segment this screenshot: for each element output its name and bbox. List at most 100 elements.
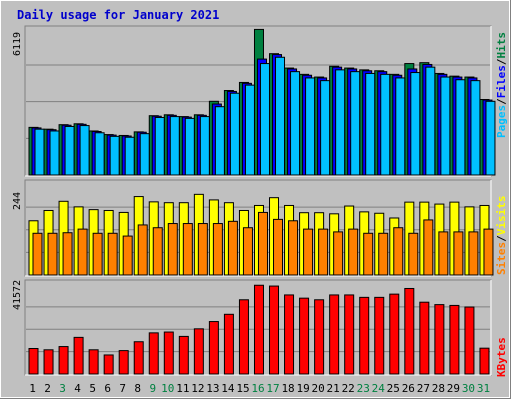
day-label-2: 2	[44, 382, 51, 395]
bar-pages-day-14	[229, 92, 240, 176]
bar-kbytes-day-4	[73, 336, 84, 375]
bar-sites-day-14	[227, 220, 238, 276]
bar-kbytes-day-8	[133, 341, 144, 375]
legend-middle: Sites/Visits	[495, 196, 508, 276]
bar-kbytes-day-3	[58, 346, 69, 375]
bar-sites-day-5	[92, 232, 103, 276]
day-label-11: 11	[176, 382, 189, 395]
bar-kbytes-day-1	[28, 348, 39, 375]
bar-pages-day-28	[440, 76, 451, 176]
bar-kbytes-day-25	[389, 293, 400, 375]
day-label-16: 16	[251, 382, 264, 395]
bar-kbytes-day-28	[434, 304, 445, 375]
day-label-26: 26	[402, 382, 415, 395]
bar-pages-day-2	[49, 130, 60, 176]
bar-pages-day-29	[455, 79, 466, 176]
bar-kbytes-day-10	[163, 331, 174, 375]
bar-kbytes-day-29	[449, 304, 460, 375]
day-label-7: 7	[119, 382, 126, 395]
bar-sites-day-10	[167, 223, 178, 276]
day-labels: 1 2 3 4 5 6 7 8 9 10 11 12 13 14 15 16 17 18 19 20 21 22 23 24 2…	[29, 382, 490, 395]
day-label-22: 22	[342, 382, 355, 395]
chart-title: Daily usage for January 2021	[17, 8, 219, 22]
bar-pages-day-25	[395, 77, 406, 176]
bar-kbytes-day-18	[284, 294, 295, 375]
bar-sites-day-20	[318, 228, 329, 276]
day-label-8: 8	[134, 382, 141, 395]
bar-kbytes-day-19	[299, 297, 310, 375]
bar-pages-day-21	[335, 69, 346, 176]
legend-top: Pages/Files/Hits	[495, 32, 508, 138]
bar-kbytes-day-15	[238, 299, 249, 375]
bar-kbytes-day-21	[329, 294, 340, 375]
day-label-17: 17	[266, 382, 279, 395]
bar-sites-day-2	[47, 232, 58, 276]
day-label-4: 4	[74, 382, 81, 395]
bar-sites-day-16	[257, 211, 268, 276]
bar-pages-day-1	[34, 128, 45, 176]
day-label-30: 30	[462, 382, 475, 395]
panel-visitors-ymax: 244	[12, 192, 23, 210]
bar-pages-day-30	[470, 80, 481, 176]
bar-kbytes-day-14	[223, 313, 234, 375]
panel-traffic: 41572	[12, 279, 492, 376]
day-label-12: 12	[191, 382, 204, 395]
bar-pages-day-15	[244, 84, 255, 176]
legend-top-item: Hits	[495, 32, 508, 59]
bar-sites-day-30	[468, 231, 479, 276]
bar-sites-day-12	[197, 223, 208, 276]
day-label-15: 15	[236, 382, 249, 395]
bar-sites-day-28	[438, 231, 449, 276]
bar-pages-day-6	[109, 135, 120, 176]
bar-pages-day-10	[169, 116, 180, 176]
bar-sites-day-23	[363, 232, 374, 276]
bar-kbytes-day-7	[118, 350, 129, 375]
bar-pages-day-20	[320, 80, 331, 176]
bar-pages-day-4	[79, 125, 90, 176]
bar-pages-day-5	[94, 132, 105, 176]
legend-top-item: Files	[495, 65, 508, 98]
bar-sites-day-22	[348, 228, 359, 276]
day-label-13: 13	[206, 382, 219, 395]
bar-sites-day-8	[137, 224, 148, 276]
legend-middle-item: Visits	[495, 196, 508, 236]
bar-pages-day-22	[350, 71, 361, 176]
bar-kbytes-day-11	[178, 335, 189, 375]
day-label-1: 1	[29, 382, 36, 395]
bar-sites-day-13	[212, 223, 223, 276]
bar-sites-day-7	[122, 235, 133, 276]
bar-sites-day-11	[182, 223, 193, 276]
day-label-20: 20	[312, 382, 325, 395]
bar-kbytes-day-22	[344, 294, 355, 375]
day-label-3: 3	[59, 382, 66, 395]
bar-pages-day-19	[305, 77, 316, 176]
bar-sites-day-4	[77, 228, 88, 276]
bar-sites-day-25	[393, 227, 404, 276]
legend-top-item: Pages	[495, 105, 508, 138]
legend-top-item: /	[495, 98, 508, 105]
bar-sites-day-6	[107, 232, 118, 276]
day-label-14: 14	[221, 382, 235, 395]
bar-kbytes-day-26	[404, 287, 415, 375]
legend-bottom-item: KBytes	[495, 337, 508, 377]
bar-kbytes-day-9	[148, 332, 159, 375]
bar-sites-day-3	[62, 232, 73, 276]
bar-kbytes-day-5	[88, 349, 99, 375]
bar-pages-day-3	[64, 125, 75, 176]
bar-sites-day-15	[242, 227, 253, 276]
day-label-28: 28	[432, 382, 445, 395]
bar-pages-day-27	[425, 66, 436, 176]
bar-kbytes-day-17	[269, 285, 280, 375]
bar-kbytes-day-31	[479, 347, 490, 375]
legend-top-item: /	[495, 58, 508, 65]
bar-pages-day-31	[485, 100, 496, 176]
panel-requests: 6119	[12, 25, 496, 177]
bar-pages-day-17	[275, 56, 286, 176]
bar-pages-day-13	[214, 106, 225, 176]
bar-pages-day-24	[380, 73, 391, 176]
bar-kbytes-day-23	[359, 296, 370, 375]
bar-sites-day-26	[408, 232, 419, 276]
panel-requests-ymax: 6119	[12, 32, 23, 56]
